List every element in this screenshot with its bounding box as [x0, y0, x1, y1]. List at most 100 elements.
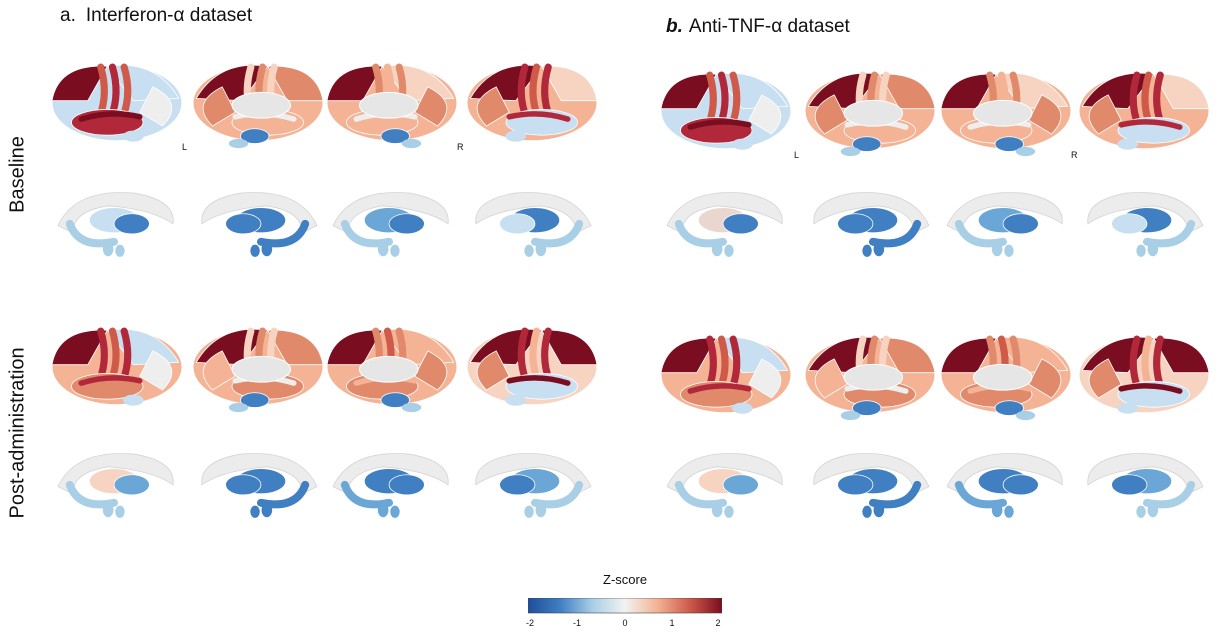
brainstem [240, 392, 270, 408]
amygdala [261, 241, 273, 257]
amygdala [711, 502, 723, 518]
cortex-strip [1118, 383, 1183, 394]
amygdala-2 [862, 244, 872, 257]
subcortical-view-p1-r0-v1 [813, 192, 930, 257]
putamen [113, 213, 150, 235]
cortex-view-p0-r0-v0 [51, 63, 183, 142]
cortex-region [940, 337, 997, 374]
putamen [499, 474, 536, 496]
corpus-callosum [359, 91, 419, 119]
panel-a-title: a. Interferon-α dataset [60, 5, 252, 27]
fornix [666, 192, 783, 234]
fornix [946, 453, 1063, 495]
cortex-region [541, 65, 598, 102]
brainstem-lower [401, 402, 422, 413]
subcortical-view-p0-r0-v3 [475, 192, 592, 257]
putamen [1002, 213, 1039, 235]
amygdala [873, 502, 885, 518]
cortex-strip [1118, 119, 1183, 130]
amygdala-2 [250, 505, 260, 518]
corpus-callosum [359, 355, 419, 383]
cortex-region [267, 65, 324, 102]
cortex-region [748, 358, 782, 399]
cortex-region [414, 350, 448, 391]
amygdala-2 [250, 244, 260, 257]
cortex-view-p0-r1-v2 [326, 327, 458, 413]
cortex-region [139, 86, 173, 127]
amygdala-2 [524, 505, 534, 518]
cerebellum [1117, 402, 1139, 414]
subcortical-view-p1-r1-v0 [666, 453, 783, 518]
brainstem-lower [840, 410, 861, 421]
panel-b-name: Anti-TNF-α dataset [688, 16, 850, 37]
amygdala [102, 502, 114, 518]
panel-b-label: b. [666, 16, 683, 37]
brainstem [994, 400, 1024, 416]
cerebellum [731, 402, 753, 414]
amygdala [261, 502, 273, 518]
cortex-view-p0-r1-v0 [51, 327, 183, 406]
colorbar-tick-1: -1 [572, 618, 582, 628]
subcortical-view-p1-r1-v1 [813, 453, 930, 518]
cortex-view-p1-r0-v1 [804, 71, 936, 157]
corpus-callosum [231, 355, 291, 383]
cortex-region [267, 329, 324, 366]
cortex-view-p1-r1-v3 [1078, 335, 1210, 414]
brainstem [240, 128, 270, 144]
putamen [837, 474, 874, 496]
colorbar-tick-2: 0 [622, 618, 628, 628]
cortex-region [748, 94, 782, 135]
subcortical-view-p1-r1-v2 [946, 453, 1063, 518]
fornix [813, 192, 930, 234]
amygdala-2 [724, 505, 734, 518]
putamen [225, 213, 262, 235]
subcortical-view-p0-r0-v1 [201, 192, 318, 257]
subcortical-view-p1-r0-v0 [666, 192, 783, 257]
brainstem-lower [840, 146, 861, 157]
putamen [1111, 474, 1148, 496]
cortex-region [1153, 73, 1210, 110]
brainstem-lower [228, 402, 249, 413]
brainstem [852, 136, 882, 152]
amygdala-2 [724, 244, 734, 257]
subcortical-view-p1-r0-v2 [946, 192, 1063, 257]
putamen [113, 474, 150, 496]
fornix [946, 192, 1063, 234]
cortex-view-p0-r0-v1 [192, 63, 324, 149]
cortex-view-p1-r1-v0 [660, 335, 792, 414]
subcortical-view-p0-r0-v0 [57, 192, 174, 257]
fornix [666, 453, 783, 495]
subcortical-view-p1-r1-v3 [1087, 453, 1204, 518]
corpus-callosum [843, 363, 903, 391]
putamen [388, 474, 425, 496]
cortex-region [814, 358, 848, 399]
cortex-view-p1-r0-v3 [1078, 71, 1210, 150]
fornix [57, 192, 174, 234]
brainstem-lower [401, 138, 422, 149]
amygdala-2 [115, 244, 125, 257]
hemi-right-a: R [457, 142, 464, 152]
amygdala [377, 241, 389, 257]
cortex-region [541, 329, 598, 366]
cortex-region [51, 329, 108, 366]
amygdala-2 [390, 244, 400, 257]
fornix [332, 192, 449, 234]
fornix [332, 453, 449, 495]
corpus-callosum [973, 99, 1033, 127]
colorbar-tick-4: 2 [715, 618, 721, 628]
cortex-region [879, 73, 936, 110]
amygdala-2 [524, 244, 534, 257]
amygdala [991, 241, 1003, 257]
cortex-region [414, 86, 448, 127]
cerebellum [505, 394, 527, 406]
putamen [1111, 213, 1148, 235]
amygdala [377, 502, 389, 518]
colorbar [528, 598, 722, 614]
cerebellum [731, 138, 753, 150]
amygdala-2 [1136, 244, 1146, 257]
cortex-view-p0-r0-v3 [466, 63, 598, 142]
amygdala [711, 241, 723, 257]
subcortical-view-p0-r1-v2 [332, 453, 449, 518]
putamen [1002, 474, 1039, 496]
cortex-region [1028, 94, 1062, 135]
